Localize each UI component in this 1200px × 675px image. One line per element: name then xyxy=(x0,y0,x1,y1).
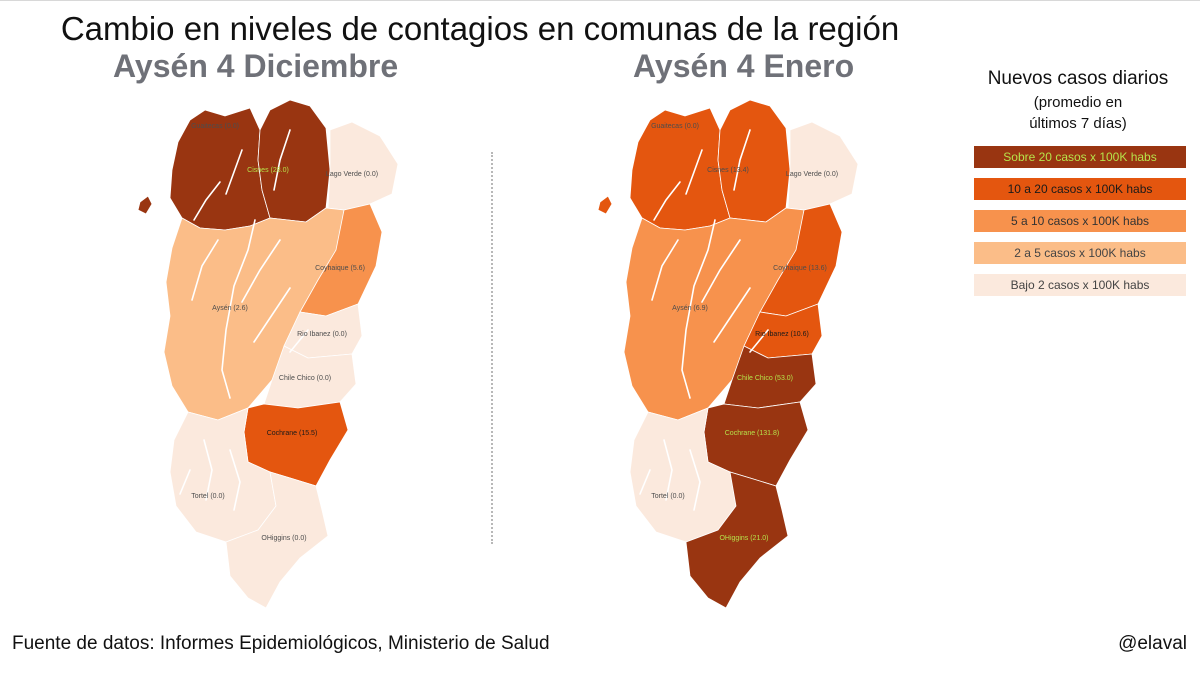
commune-guaitecas-island xyxy=(137,195,153,215)
commune-label-cochrane: Cochrane (131.8) xyxy=(725,430,779,437)
main-title: Cambio en niveles de contagios en comuna… xyxy=(60,10,900,47)
commune-label-tortel: Tortel (0.0) xyxy=(651,493,684,500)
commune-label-tortel: Tortel (0.0) xyxy=(191,493,224,500)
commune-label-chilechico: Chile Chico (53.0) xyxy=(737,375,793,382)
commune-label-guaitecas: Guaitecas (0.0) xyxy=(651,123,699,130)
commune-label-cisnes: Cisnes (28.0) xyxy=(247,167,289,174)
commune-label-chilechico: Chile Chico (0.0) xyxy=(279,375,331,382)
legend-item-under-2: Bajo 2 casos x 100K habs xyxy=(974,274,1186,296)
commune-cisnes xyxy=(717,99,791,223)
fjord-lines xyxy=(179,129,309,511)
legend: Nuevos casos diarios (promedio en último… xyxy=(968,68,1188,306)
data-source: Fuente de datos: Informes Epidemiológico… xyxy=(12,633,550,654)
commune-lagoverde xyxy=(327,121,399,211)
commune-label-lagoverde: Lago Verde (0.0) xyxy=(786,171,838,178)
commune-ohiggins xyxy=(225,471,329,609)
commune-label-lagoverde: Lago Verde (0.0) xyxy=(326,171,378,178)
legend-item-2-to-5: 2 a 5 casos x 100K habs xyxy=(974,242,1186,264)
legend-note-line-2: últimos 7 días) xyxy=(1029,115,1127,132)
commune-lagoverde xyxy=(787,121,859,211)
map-divider xyxy=(491,152,493,544)
map-subtitle-january: Aysén 4 Enero xyxy=(633,48,855,84)
commune-label-coyhaique: Coyhaique (13.6) xyxy=(773,265,827,272)
commune-label-cochrane: Cochrane (15.5) xyxy=(267,430,318,437)
fjord-lines xyxy=(639,129,769,511)
commune-label-cisnes: Cisnes (13.4) xyxy=(707,167,749,174)
commune-label-aysen: Aysén (6.9) xyxy=(672,305,708,312)
legend-items: Sobre 20 casos x 100K habs 10 a 20 casos… xyxy=(974,146,1188,296)
commune-label-aysen: Aysén (2.6) xyxy=(212,305,248,312)
region-map-january: Guaitecas (0.0) Cisnes (13.4) Lago Verde… xyxy=(597,99,859,609)
commune-label-ohiggins: OHiggins (0.0) xyxy=(261,535,306,542)
legend-item-over-20: Sobre 20 casos x 100K habs xyxy=(974,146,1186,168)
map-subtitle-december: Aysén 4 Diciembre xyxy=(113,48,399,84)
map-january: Guaitecas (0.0) Cisnes (13.4) Lago Verde… xyxy=(590,90,990,615)
commune-label-guaitecas: Guaitecas (0.0) xyxy=(191,123,239,130)
author-handle: @elaval xyxy=(1118,633,1187,654)
legend-item-5-to-10: 5 a 10 casos x 100K habs xyxy=(974,210,1186,232)
legend-note-line-1: (promedio en xyxy=(1033,94,1123,111)
legend-title: Nuevos casos diarios xyxy=(987,68,1169,89)
commune-guaitecas-island xyxy=(597,195,613,215)
commune-label-rioibanez: Rio Ibanez (0.0) xyxy=(297,331,347,338)
commune-cisnes xyxy=(257,99,331,223)
commune-label-coyhaique: Coyhaique (5.6) xyxy=(315,265,365,272)
commune-label-ohiggins: OHiggins (21.0) xyxy=(719,535,768,542)
top-border xyxy=(0,0,1200,1)
commune-ohiggins xyxy=(685,471,789,609)
map-december: Guaitecas (0.0) Cisnes (28.0) Lago Verde… xyxy=(130,90,530,615)
region-map-december: Guaitecas (0.0) Cisnes (28.0) Lago Verde… xyxy=(137,99,399,609)
commune-label-rioibanez: Rio Ibanez (10.6) xyxy=(755,331,809,338)
legend-item-10-to-20: 10 a 20 casos x 100K habs xyxy=(974,178,1186,200)
